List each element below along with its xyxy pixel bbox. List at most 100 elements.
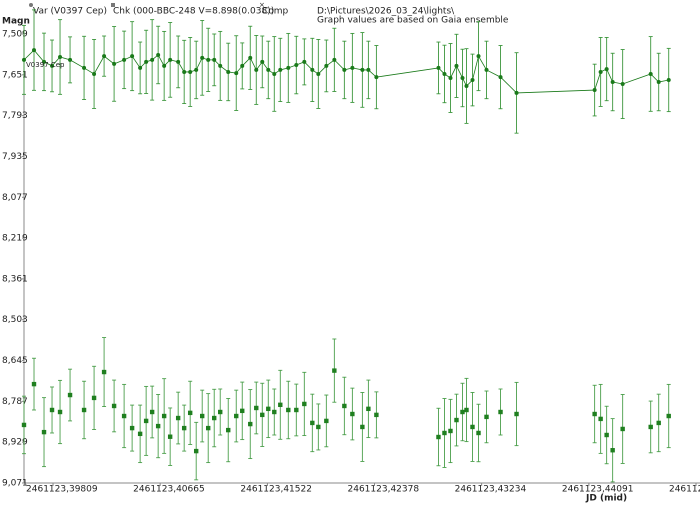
point [360,67,365,72]
point [226,69,231,74]
y-tick-label: 8,077 [2,193,28,203]
point [604,67,609,72]
point [464,407,469,413]
x-tick-label: 2461123,43234 [455,485,527,495]
point [162,63,167,68]
point [484,414,489,420]
point [332,57,337,62]
point [254,67,259,72]
point [350,411,355,417]
point [67,392,73,398]
y-tick-label: 7,935 [2,152,28,162]
point [310,67,315,72]
point [316,71,321,76]
legend-comp: Comp [262,7,289,17]
point [294,63,299,68]
point [442,430,447,436]
point [187,410,193,416]
point [286,65,291,70]
point [112,61,117,66]
legend-icon [29,3,33,7]
point [101,369,107,375]
point [21,422,27,428]
x-tick-label: 2461123,39809 [26,485,98,495]
point [592,411,597,417]
point [41,429,47,435]
point [324,418,329,424]
point [498,409,503,415]
point [49,407,55,413]
legend-chk: Chk (000-BBC-248 V=8.898(0.038)) [113,7,274,17]
point [218,409,223,415]
point [234,71,239,76]
folder-path: D:\Pictures\2026_03_24\lights\ [317,7,455,17]
y-tick-label: 8,929 [2,438,28,448]
point [91,395,97,401]
point [620,82,625,87]
point [266,67,271,72]
point [248,55,253,60]
point [161,413,167,419]
point [102,54,107,59]
point [260,412,265,418]
point [182,69,187,74]
point [454,63,459,68]
point [111,403,117,409]
point [666,77,671,82]
x-tick-label: 2461123,42378 [348,485,420,495]
point [286,407,291,413]
point [316,424,321,430]
legend-icon: × [259,1,265,9]
point [121,413,127,419]
point [464,84,469,89]
y-tick-label: 8,219 [2,234,28,244]
point [155,423,161,429]
point [240,408,245,414]
point [610,80,615,85]
point [188,69,193,74]
point [254,405,259,411]
point [666,413,671,419]
point [193,448,199,454]
y-tick-label: 7,651 [2,70,28,80]
point [374,412,379,418]
point [324,63,329,68]
y-tick-label: 8,361 [2,274,28,284]
point [470,77,475,82]
y-tick-label: 7,793 [2,111,28,121]
point [149,409,155,415]
point [206,57,211,62]
point [144,59,149,64]
point [226,427,231,433]
point [278,67,283,72]
x-tick-label: 2461123,40665 [133,485,205,495]
point [476,430,481,436]
point [32,48,37,53]
point [592,88,597,93]
point [206,425,211,431]
point [648,424,653,430]
legend-var: Var (V0397 Cep) [33,7,107,17]
point [272,409,277,415]
y-tick-label: 9,071 [2,479,28,489]
point [42,59,47,64]
point [648,71,653,76]
point [610,448,615,453]
point [310,420,315,426]
y-axis-label: Magn [2,17,30,27]
point [156,52,161,57]
point [514,411,519,417]
point [374,75,379,80]
point [484,67,489,72]
point [448,75,453,80]
point [342,403,347,409]
point [194,67,199,72]
point [604,432,609,438]
point [68,57,73,62]
point [167,434,173,439]
point [234,413,239,419]
point [360,424,365,430]
point [476,54,481,59]
point [218,63,223,68]
